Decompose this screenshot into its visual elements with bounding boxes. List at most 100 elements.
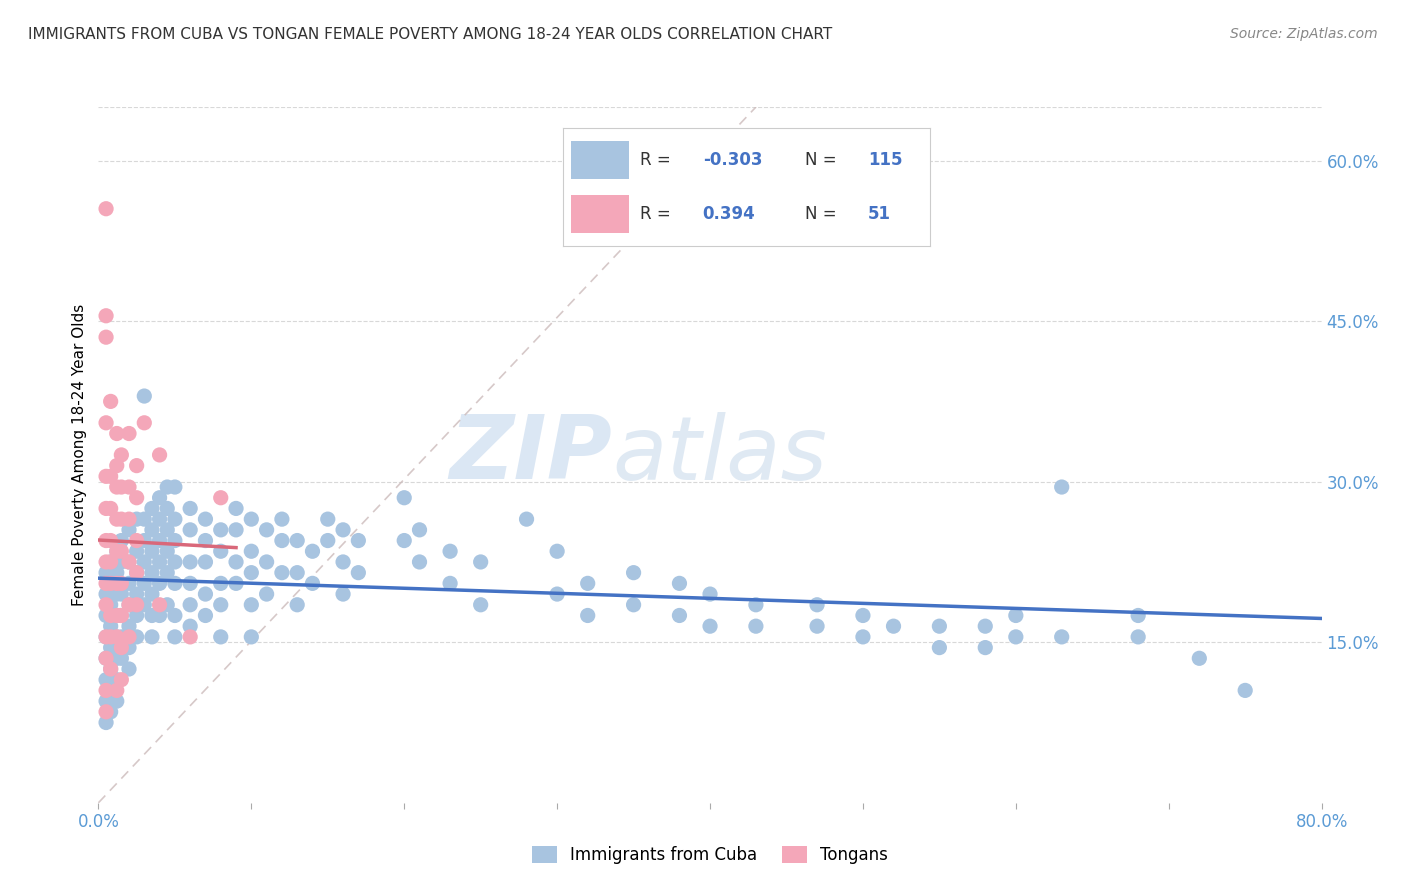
Point — [105, 544, 128, 558]
Point — [546, 544, 568, 558]
Point — [100, 705, 122, 719]
Point — [118, 555, 141, 569]
Point — [100, 555, 122, 569]
Point — [110, 608, 132, 623]
Point — [179, 576, 201, 591]
Point — [94, 469, 117, 483]
Point — [149, 491, 172, 505]
Point — [285, 598, 308, 612]
Point — [179, 619, 201, 633]
Point — [105, 608, 128, 623]
Point — [134, 389, 156, 403]
Point — [134, 533, 156, 548]
Point — [118, 426, 141, 441]
Point — [209, 630, 232, 644]
Point — [928, 619, 950, 633]
Point — [110, 512, 132, 526]
Point — [134, 598, 156, 612]
Y-axis label: Female Poverty Among 18-24 Year Olds: Female Poverty Among 18-24 Year Olds — [72, 304, 87, 606]
Point — [110, 448, 132, 462]
Point — [100, 619, 122, 633]
Point — [125, 458, 148, 473]
Point — [179, 501, 201, 516]
Point — [125, 587, 148, 601]
Point — [316, 533, 339, 548]
Point — [225, 576, 247, 591]
Point — [576, 576, 599, 591]
Point — [163, 480, 186, 494]
Point — [110, 640, 132, 655]
Point — [974, 619, 997, 633]
Point — [668, 608, 690, 623]
Point — [668, 576, 690, 591]
Point — [118, 630, 141, 644]
Point — [392, 533, 416, 548]
Point — [125, 544, 148, 558]
Point — [163, 512, 186, 526]
Point — [240, 630, 263, 644]
Point — [852, 608, 875, 623]
Point — [256, 587, 278, 601]
Point — [156, 566, 179, 580]
Point — [105, 608, 128, 623]
Point — [118, 640, 141, 655]
Point — [209, 523, 232, 537]
Point — [94, 651, 117, 665]
Point — [125, 491, 148, 505]
Point — [194, 608, 217, 623]
Point — [332, 587, 354, 601]
Point — [118, 512, 141, 526]
Point — [100, 598, 122, 612]
Text: ZIP: ZIP — [450, 411, 612, 499]
Point — [125, 512, 148, 526]
Point — [94, 416, 117, 430]
Point — [256, 555, 278, 569]
Point — [94, 309, 117, 323]
Point — [94, 576, 117, 591]
Point — [110, 608, 132, 623]
Point — [105, 426, 128, 441]
Point — [110, 555, 132, 569]
Point — [134, 576, 156, 591]
Point — [94, 202, 117, 216]
Point — [623, 566, 645, 580]
Point — [699, 587, 721, 601]
Point — [94, 555, 117, 569]
Point — [118, 555, 141, 569]
Point — [100, 640, 122, 655]
Point — [94, 715, 117, 730]
Point — [105, 576, 128, 591]
Point — [105, 630, 128, 644]
Point — [110, 587, 132, 601]
Point — [105, 458, 128, 473]
Point — [240, 566, 263, 580]
Point — [852, 630, 875, 644]
Point — [94, 630, 117, 644]
Point — [94, 533, 117, 548]
Point — [105, 630, 128, 644]
Point — [94, 501, 117, 516]
Point — [105, 566, 128, 580]
Point — [100, 576, 122, 591]
Point — [118, 480, 141, 494]
Point — [105, 673, 128, 687]
Point — [240, 598, 263, 612]
Point — [285, 533, 308, 548]
Point — [110, 576, 132, 591]
Point — [100, 501, 122, 516]
Point — [332, 523, 354, 537]
Point — [100, 683, 122, 698]
Text: IMMIGRANTS FROM CUBA VS TONGAN FEMALE POVERTY AMONG 18-24 YEAR OLDS CORRELATION : IMMIGRANTS FROM CUBA VS TONGAN FEMALE PO… — [28, 27, 832, 42]
Point — [110, 533, 132, 548]
Point — [94, 683, 117, 698]
Point — [125, 566, 148, 580]
Point — [163, 576, 186, 591]
Point — [149, 598, 172, 612]
Point — [118, 598, 141, 612]
Point — [408, 555, 430, 569]
Point — [974, 640, 997, 655]
Point — [209, 598, 232, 612]
Point — [134, 512, 156, 526]
Point — [301, 544, 323, 558]
Point — [118, 523, 141, 537]
